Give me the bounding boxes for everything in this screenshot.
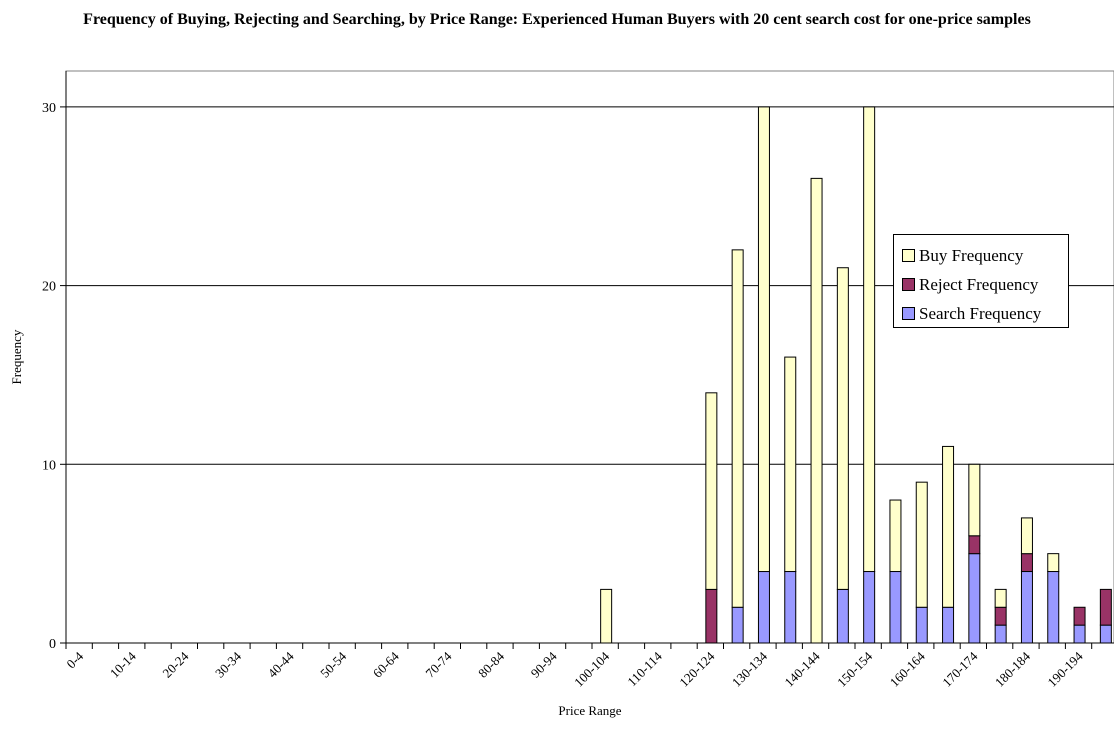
legend-item-reject: Reject Frequency (902, 270, 1068, 299)
x-tick-label: 60-64 (370, 648, 402, 680)
bar-reject-175-179 (994, 606, 1007, 626)
plot-area (65, 70, 1114, 644)
bar-buy-140-144 (810, 177, 823, 644)
bar-buy-160-164 (915, 481, 928, 608)
bar-search-155-159 (889, 571, 902, 644)
x-tick-label: 150-154 (834, 648, 876, 690)
axes (60, 71, 1114, 649)
bar-buy-100-104 (600, 588, 613, 644)
bar-reject-195-199 (1099, 588, 1112, 626)
x-tick-label: 160-164 (887, 648, 929, 690)
x-axis-label: Price Range (558, 703, 621, 718)
x-tick-label: 140-144 (781, 648, 823, 690)
legend-swatch-reject (902, 278, 915, 291)
bar-buy-150-154 (863, 106, 876, 573)
legend-swatch-buy (902, 249, 915, 262)
bar-search-195-199 (1099, 624, 1112, 644)
x-tick-label: 190-194 (1044, 648, 1086, 690)
x-tick-label: 30-34 (212, 648, 244, 680)
x-tick-label: 170-174 (939, 648, 981, 690)
y-tick-labels: 0 10 20 30 (42, 101, 56, 652)
bar-search-130-134 (757, 571, 770, 644)
x-tick-label: 100-104 (571, 648, 613, 690)
y-tick-label: 10 (42, 458, 56, 473)
chart-title: Frequency of Buying, Rejecting and Searc… (83, 11, 1031, 28)
legend-label-buy: Buy Frequency (919, 245, 1024, 265)
bar-buy-185-189 (1047, 553, 1060, 573)
y-tick-label: 0 (49, 637, 56, 652)
x-tick-label: 20-24 (159, 648, 191, 680)
bar-search-180-184 (1020, 571, 1033, 644)
y-axis-label: Frequency (9, 329, 24, 384)
bar-buy-165-169 (942, 445, 955, 608)
bar-buy-130-134 (757, 106, 770, 573)
y-tick-label: 30 (42, 101, 56, 116)
bar-buy-120-124 (705, 392, 718, 590)
bar-buy-145-149 (836, 267, 849, 590)
legend: Buy Frequency Reject Frequency Search Fr… (893, 234, 1069, 328)
bar-reject-120-124 (705, 588, 718, 644)
legend-item-buy: Buy Frequency (902, 241, 1068, 270)
x-tick-label: 10-14 (107, 648, 139, 680)
bar-buy-125-129 (731, 249, 744, 608)
bar-search-165-169 (942, 606, 955, 644)
x-tick-label: 80-84 (475, 648, 507, 680)
bar-search-160-164 (915, 606, 928, 644)
bar-search-125-129 (731, 606, 744, 644)
bar-search-135-139 (784, 571, 797, 644)
bar-search-150-154 (863, 571, 876, 644)
x-tick-label: 180-184 (992, 648, 1034, 690)
bar-search-175-179 (994, 624, 1007, 644)
bar-search-145-149 (836, 588, 849, 644)
bar-reject-170-174 (968, 535, 981, 555)
y-tick-label: 20 (42, 280, 56, 295)
x-tick-label: 110-114 (624, 648, 665, 689)
x-tick-label: 90-94 (528, 648, 560, 680)
x-tick-labels: 0-4 10-14 20-24 30-34 40-44 50-54 60-64 70-74 80… (63, 648, 1086, 690)
bar-search-170-174 (968, 553, 981, 644)
x-tick-label: 0-4 (63, 648, 86, 671)
bar-buy-180-184 (1020, 517, 1033, 555)
bar-search-185-189 (1047, 571, 1060, 644)
legend-item-search: Search Frequency (902, 299, 1068, 328)
legend-label-reject: Reject Frequency (919, 274, 1039, 294)
bar-buy-170-174 (968, 463, 981, 537)
x-tick-label: 40-44 (265, 648, 297, 680)
bar-reject-180-184 (1020, 553, 1033, 573)
legend-swatch-search (902, 307, 915, 320)
bar-buy-135-139 (784, 356, 797, 573)
x-tick-label: 70-74 (422, 648, 454, 680)
x-tick-label: 50-54 (317, 648, 349, 680)
bar-buy-175-179 (994, 588, 1007, 608)
bar-search-190-194 (1073, 624, 1086, 644)
legend-label-search: Search Frequency (919, 303, 1042, 323)
bar-reject-190-194 (1073, 606, 1086, 626)
x-tick-label: 120-124 (676, 648, 718, 690)
x-tick-label: 130-134 (729, 648, 771, 690)
bar-buy-155-159 (889, 499, 902, 573)
